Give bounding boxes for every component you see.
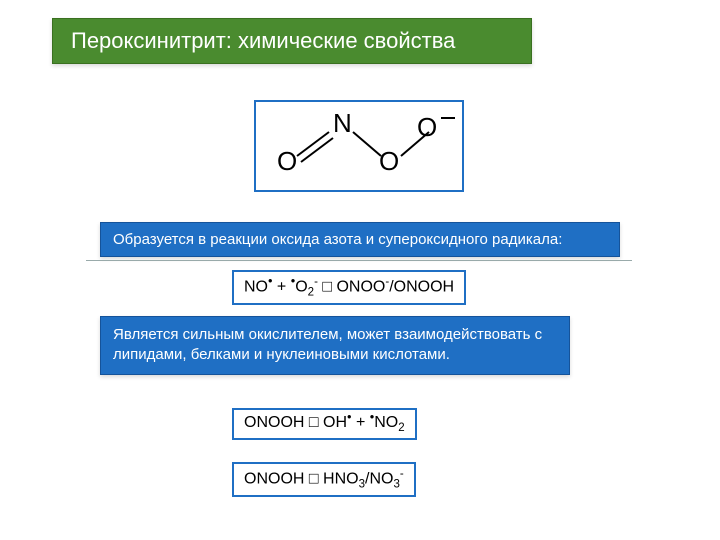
subscript: 3 [393, 479, 399, 491]
svg-text:O: O [417, 112, 437, 142]
eq1-lhs-a: NO [244, 278, 268, 295]
arrow: □ [318, 278, 337, 295]
radical-dot: • [370, 409, 374, 424]
equation-isomerization: ONOOH □ HNO3/NO3- [232, 462, 416, 497]
eq2-rhs-b: NO [374, 414, 398, 431]
eq3-lhs: ONOOH [244, 470, 304, 487]
arrow: □ [304, 470, 323, 487]
peroxynitrite-structure: O N O O [254, 100, 464, 192]
plus: + [272, 278, 290, 295]
eq3-rhs-b: NO [369, 470, 393, 487]
formation-description: Образуется в реакции оксида азота и супе… [100, 222, 620, 257]
divider [86, 260, 632, 261]
radical-dot: • [268, 273, 272, 288]
eq1-lhs-b: O [295, 278, 307, 295]
oxidizer-description: Является сильным окислителем, может взаи… [100, 316, 570, 375]
eq1-rhs-b: ONOOH [394, 278, 454, 295]
slide-title: Пероксинитрит: химические свойства [52, 18, 532, 64]
equation-homolysis: ONOOH □ OH• + •NO2 [232, 408, 417, 440]
plus: + [352, 414, 370, 431]
arrow: □ [304, 414, 323, 431]
superscript: - [400, 468, 404, 480]
eq3-rhs-a: HNO [323, 470, 359, 487]
subscript: 2 [398, 422, 404, 434]
molecule-diagram: O N O O [259, 104, 459, 188]
eq2-lhs: ONOOH [244, 414, 304, 431]
eq1-rhs-a: ONOO [336, 278, 385, 295]
equation-formation: NO• + •O2- □ ONOO-/ONOOH [232, 270, 466, 305]
svg-text:O: O [379, 146, 399, 176]
radical-dot: • [291, 273, 295, 288]
svg-text:O: O [277, 146, 297, 176]
radical-dot: • [347, 409, 351, 424]
subscript: 2 [308, 287, 314, 299]
svg-text:N: N [333, 108, 352, 138]
eq2-rhs-a: OH [323, 414, 347, 431]
